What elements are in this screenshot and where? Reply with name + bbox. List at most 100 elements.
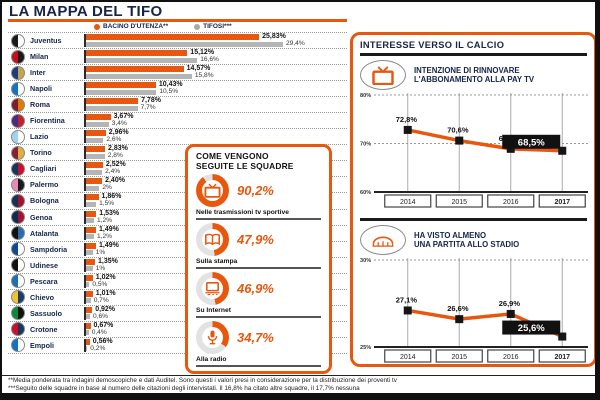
follow-item-value: 47,9% bbox=[237, 232, 274, 248]
team-crest-icon bbox=[11, 210, 25, 225]
tifosi-bar bbox=[86, 250, 93, 256]
team-crest-icon bbox=[11, 161, 25, 176]
team-name: Sassuolo bbox=[30, 308, 62, 318]
team-bars: 0,92% 0,6% bbox=[84, 306, 347, 320]
follow-item-row: 46,9% bbox=[196, 272, 321, 306]
team-crest-icon bbox=[11, 177, 25, 192]
team-name: Inter bbox=[30, 68, 46, 78]
tifosi-value: 1% bbox=[95, 264, 106, 272]
svg-text:70%: 70% bbox=[360, 142, 371, 148]
svg-text:26,6%: 26,6% bbox=[447, 304, 469, 313]
tifosi-bar bbox=[86, 121, 109, 127]
svg-text:2017: 2017 bbox=[554, 199, 570, 206]
team-bars: 14,57% 15,8% bbox=[84, 65, 347, 80]
team-name: Juventus bbox=[30, 36, 62, 46]
team-crest-icon bbox=[11, 145, 25, 160]
team-name: Bologna bbox=[30, 196, 59, 206]
bacino-bar-line: 15,12% bbox=[86, 49, 347, 57]
team-crest-icon bbox=[11, 33, 25, 48]
bacino-bar bbox=[86, 178, 103, 185]
bacino-bar-line: 2,83% bbox=[86, 145, 347, 153]
svg-text:80%: 80% bbox=[360, 93, 371, 99]
follow-item-label: Alla radio bbox=[196, 356, 321, 368]
follow-box: COME VENGONO SEGUITE LE SQUADRE 90,2% Nel… bbox=[185, 144, 332, 374]
team-crest-icon bbox=[11, 81, 25, 96]
tifosi-bar-line: 10,5% bbox=[86, 88, 347, 95]
tifosi-value: 1,2% bbox=[97, 232, 113, 240]
bacino-bar-line: 25,83% bbox=[86, 33, 347, 41]
svg-text:2015: 2015 bbox=[451, 354, 467, 361]
paytv-title-line1: INTENZIONE DI RINNOVARE bbox=[414, 65, 520, 75]
team-row: Lazio 2,96% 2,6% bbox=[8, 129, 347, 146]
tifosi-bar bbox=[86, 330, 89, 336]
team-row: Inter 14,57% 15,8% bbox=[8, 65, 347, 82]
team-row: Juventus 25,83% 29,4% bbox=[8, 33, 347, 50]
bacino-bar bbox=[86, 146, 105, 153]
follow-box-title-line1: COME VENGONO bbox=[196, 151, 269, 161]
bacino-value: 25,83% bbox=[262, 33, 286, 41]
bacino-bar bbox=[86, 210, 97, 217]
bacino-bar bbox=[86, 130, 106, 137]
tifosi-value: 2,6% bbox=[106, 136, 122, 144]
bacino-bar bbox=[86, 82, 156, 89]
tifosi-bar-line: 2% bbox=[86, 185, 347, 191]
team-row: Pescara 1,02% 0,5% bbox=[8, 274, 347, 290]
team-name: Atalanta bbox=[30, 228, 59, 238]
paytv-section-header: INTENZIONE DI RINNOVARE L'ABBONAMENTO AL… bbox=[360, 60, 587, 90]
bacino-value: 3,67% bbox=[113, 113, 134, 121]
tifosi-bar-line: 3,4% bbox=[86, 120, 347, 127]
team-crest-icon bbox=[11, 226, 25, 241]
bacino-bar bbox=[86, 242, 96, 249]
team-row: Milan 15,12% 16,6% bbox=[8, 49, 347, 66]
tifosi-value: 2,8% bbox=[107, 152, 123, 160]
team-bars: 0,67% 0,4% bbox=[84, 321, 347, 336]
team-row: Sampdoria 1,49% 1% bbox=[8, 242, 347, 258]
stadium-section-title: HA VISTO ALMENO UNA PARTITA ALLO STADIO bbox=[414, 231, 519, 250]
tifosi-bar bbox=[86, 105, 138, 111]
source-line: FONTE: INDAGINI DEMOSCOPICHE 2016-17 REA… bbox=[8, 395, 596, 400]
team-row: Udinese 1,35% 1% bbox=[8, 258, 347, 274]
tifosi-bar bbox=[86, 89, 157, 95]
bacino-value: 2,40% bbox=[105, 177, 125, 185]
follow-item: 34,7% Alla radio bbox=[196, 321, 321, 368]
tifosi-bar-line: 1,2% bbox=[86, 217, 347, 224]
follow-item-value: 46,9% bbox=[237, 281, 274, 297]
team-bars: 3,67% 3,4% bbox=[84, 113, 347, 128]
follow-item-label: Sulla stampa bbox=[196, 258, 321, 270]
tifosi-bar bbox=[86, 282, 90, 288]
bacino-value: 1,53% bbox=[99, 209, 120, 217]
team-row: Genoa 1,53% 1,2% bbox=[8, 210, 347, 226]
tifosi-value: 7,7% bbox=[140, 104, 156, 112]
tifosi-bar-line: 0,4% bbox=[86, 329, 347, 336]
footnotes: **Media ponderata tra indagini demoscopi… bbox=[8, 377, 596, 400]
svg-text:68,5%: 68,5% bbox=[518, 137, 545, 148]
team-name: Lazio bbox=[30, 132, 49, 142]
follow-arc bbox=[196, 174, 229, 208]
team-bars: 15,12% 16,6% bbox=[84, 49, 347, 64]
legend-item-tifosi: TIFOSI*** bbox=[194, 23, 232, 30]
team-row: Crotone 0,67% 0,4% bbox=[8, 322, 347, 338]
page-title: LA MAPPA DEL TIFO bbox=[9, 3, 163, 20]
team-crest-icon bbox=[11, 49, 25, 64]
team-crest-icon bbox=[11, 306, 25, 321]
bacino-bar bbox=[86, 258, 95, 265]
bacino-bar bbox=[86, 274, 93, 281]
team-name: Crotone bbox=[30, 324, 58, 334]
team-row: Chievo 1,01% 0,7% bbox=[8, 290, 347, 306]
team-name: Napoli bbox=[30, 84, 52, 94]
bacino-value: 0,67% bbox=[93, 321, 114, 329]
team-crest-icon bbox=[11, 193, 25, 208]
tifosi-value: 0,6% bbox=[93, 312, 109, 320]
bacino-value: 1,86% bbox=[101, 193, 122, 201]
team-name: Palermo bbox=[30, 180, 59, 190]
team-name: Genoa bbox=[30, 212, 53, 222]
team-crest-icon bbox=[11, 113, 25, 128]
svg-text:2014: 2014 bbox=[400, 354, 416, 361]
bacino-value: 10,43% bbox=[158, 81, 183, 89]
bacino-value: 2,52% bbox=[105, 161, 126, 169]
team-crest-icon bbox=[11, 242, 25, 257]
team-bars: 2,40% 2% bbox=[84, 177, 347, 192]
bacino-value: 14,57% bbox=[186, 65, 211, 73]
bacino-value: 2,96% bbox=[108, 129, 129, 137]
svg-text:25%: 25% bbox=[360, 345, 371, 351]
